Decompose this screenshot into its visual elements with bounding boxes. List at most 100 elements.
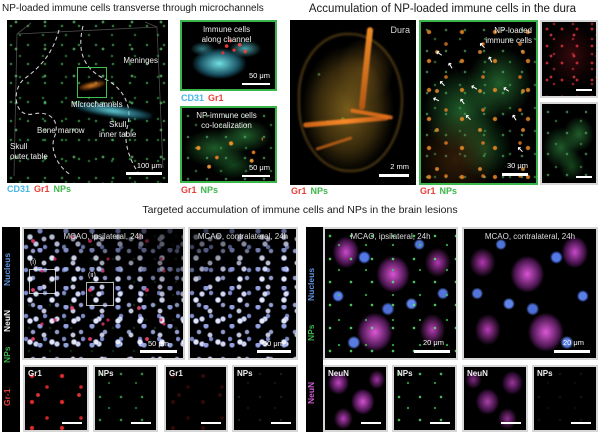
subpanel-neun-contralateral: NeuN [462, 365, 528, 432]
subpanel-neun-ipsilateral: NeuN [323, 365, 388, 432]
micrograph-nps-channel [540, 102, 598, 185]
scale-bar [140, 349, 177, 353]
legend-gr1: Gr1 [291, 186, 307, 196]
micrograph-dura-wholemount: Dura 2 mm [290, 20, 416, 185]
np-cells-title: NP-loaded immune cells [485, 26, 532, 45]
scale-text: 50 μm [249, 71, 270, 80]
panel-title: MCAO, ipsilateral, 24h [63, 232, 144, 241]
scale-text: 30 μm [507, 161, 528, 170]
label-skull-inner-table: Skull inner table [99, 120, 137, 139]
scale-bar [131, 421, 151, 424]
inset-ii-box [86, 282, 114, 306]
right-row-label-strip: Nucleus NPs NeuN [306, 227, 323, 432]
scale-text: 50 μm [148, 339, 169, 348]
section-b-title: Accumulation of NP-loaded immune cells i… [308, 3, 577, 15]
scale-bar [576, 175, 592, 178]
arrow-icon [435, 49, 443, 58]
arrow-icon [432, 95, 441, 105]
channel-label: Gr1 [169, 369, 183, 378]
inset-i-label: (i) [30, 259, 37, 266]
panel-title: MCAO, ipsilateral, 24h [350, 232, 431, 241]
left-row-label-strip: Nucleus NeuN NPs Gr-1 [2, 227, 20, 432]
label-meninges: Meninges [123, 56, 158, 65]
subpanel-gr1-contralateral: Gr1 [164, 365, 228, 432]
scale-bar [242, 174, 270, 177]
legend-dura: Gr1 NPs [291, 186, 332, 196]
arrow-icon [510, 113, 519, 122]
row-label-nucleus: Nucleus [306, 267, 316, 301]
scale-bar [271, 421, 291, 424]
label-dura: Dura [390, 25, 410, 35]
micrograph-mcao-ipsilateral-right: MCAO, ipsilateral, 24h 20 μm [323, 227, 458, 360]
legend-cd31: CD31 [7, 184, 31, 194]
arrow-icon [439, 80, 446, 88]
scale-bar [62, 421, 82, 424]
row-label-nucleus: Nucleus [2, 252, 12, 286]
arrow-icon [502, 85, 510, 94]
scale-bar [242, 82, 270, 85]
arrow-icon [517, 146, 524, 154]
legend-main: CD31 Gr1 NPs [7, 184, 75, 194]
inset-channel-title: Immune cells along channel [201, 25, 252, 44]
legend-inset-coloc: Gr1 NPs [181, 185, 222, 195]
arrow-icon [486, 55, 495, 65]
legend-nps: NPs [310, 186, 329, 196]
arrow-icon [446, 61, 455, 70]
arrow-icon [465, 114, 472, 122]
row-label-neun: NeuN [2, 309, 12, 333]
label-skull-outer-table: Skull outer table [10, 142, 48, 161]
micrograph-np-colocalization: NP-immune cells co-localization 50 μm [180, 106, 277, 183]
subpanel-nps-contralateral-right: NPs [532, 365, 598, 432]
row-label-nps: NPs [2, 346, 12, 364]
row-label-neun: NeuN [306, 381, 316, 405]
fluorescence-texture [542, 104, 596, 183]
channel-label: NPs [98, 369, 114, 378]
legend-gr1: Gr1 [420, 186, 436, 196]
scale-text: 2 mm [390, 162, 409, 171]
scale-bar [554, 349, 590, 353]
row-label-nps: NPs [306, 324, 316, 342]
legend-gr1: Gr1 [181, 185, 197, 195]
scale-bar [502, 173, 528, 176]
channel-label: NPs [397, 369, 413, 378]
legend-gr1: Gr1 [34, 184, 50, 194]
channel-label: Gr1 [28, 369, 42, 378]
scale-text: 20 μm [563, 338, 584, 347]
legend-nps: NPs [53, 184, 72, 194]
scale-bar [571, 421, 591, 424]
scale-bar [576, 88, 592, 91]
arrow-icon [458, 97, 466, 106]
micrograph-gr1-channel [540, 20, 598, 98]
legend-nps: NPs [200, 185, 219, 195]
row-label-gr1: Gr-1 [2, 388, 12, 406]
label-bone-marrow: Bone marrow [37, 126, 85, 135]
scale-bar [361, 421, 381, 424]
scale-bar [126, 172, 162, 175]
legend-cd31: CD31 [181, 93, 205, 103]
scale-bar [501, 421, 521, 424]
subpanel-nps-ipsilateral-right: NPs [392, 365, 457, 432]
channel-label: NPs [237, 369, 253, 378]
micrograph-np-loaded-cells: NP-loaded immune cells 30 μm [419, 20, 538, 185]
scale-bar [430, 421, 450, 424]
microchannel-highlight-box [77, 67, 107, 98]
scale-bar [201, 421, 221, 424]
inset-coloc-title: NP-immune cells co-localization [196, 111, 257, 130]
legend-gr1: Gr1 [208, 93, 224, 103]
subpanel-nps-contralateral: NPs [232, 365, 298, 432]
section-a-title: NP-loaded immune cells transverse throug… [2, 3, 264, 14]
panel-title: MCAO, contralateral, 24h [484, 232, 576, 241]
channel-label: NeuN [328, 369, 349, 378]
section-c-title: Targeted accumulation of immune cells an… [142, 204, 458, 216]
scale-text: 50 μm [263, 339, 284, 348]
fluorescence-texture [542, 22, 596, 96]
scale-bar [414, 349, 450, 353]
legend-np-cells: Gr1 NPs [420, 186, 461, 196]
legend-inset-channel: CD31 Gr1 [181, 93, 228, 103]
panel-title: MCAO, contralateral, 24h [197, 232, 289, 241]
scale-text: 50 μm [249, 163, 270, 172]
fluorescence-texture [542, 22, 596, 96]
subpanel-nps-ipsilateral: NPs [93, 365, 158, 432]
scale-bar [379, 174, 409, 177]
